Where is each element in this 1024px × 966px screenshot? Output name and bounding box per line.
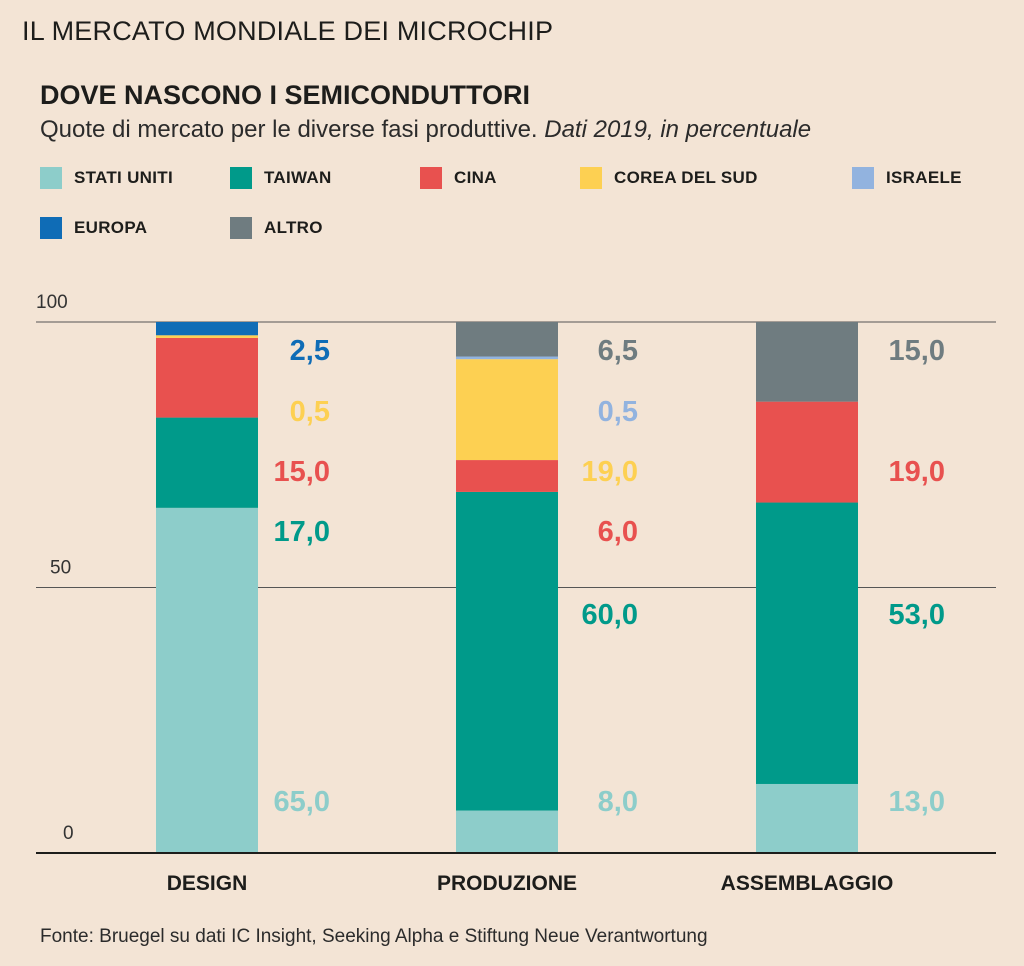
legend-swatch: [230, 217, 252, 239]
legend-swatch: [580, 167, 602, 189]
bar-segment-design-cina: [156, 337, 258, 418]
bar-segment-assemblaggio-taiwan: [756, 502, 858, 784]
legend-label: STATI UNITI: [74, 168, 173, 187]
value-label-design-cina: 15,0: [274, 456, 330, 488]
value-label-design-corea-del-sud: 0,5: [290, 396, 330, 428]
subtitle-text: Quote di mercato per le diverse fasi pro…: [40, 116, 545, 143]
value-label-produzione-taiwan: 60,0: [582, 599, 638, 631]
value-label-produzione-israele: 0,5: [598, 396, 638, 428]
value-label-produzione-corea-del-sud: 19,0: [582, 456, 638, 488]
category-label-assemblaggio: ASSEMBLAGGIO: [721, 872, 894, 895]
subtitle-italic: Dati 2019, in percentuale: [544, 116, 812, 143]
bar-segment-design-europa: [156, 322, 258, 336]
legend-label: CINA: [454, 168, 497, 187]
bar-segment-produzione-corea-del-sud: [456, 359, 558, 461]
legend-item-altro: ALTRO: [230, 217, 323, 239]
bar-segment-produzione-taiwan: [456, 491, 558, 811]
bars: [36, 322, 996, 854]
category-labels: DESIGN PRODUZIONE ASSEMBLAGGIO: [167, 872, 894, 895]
bar-segment-produzione-cina: [456, 460, 558, 492]
value-label-design-taiwan: 17,0: [274, 516, 330, 548]
legend-label: EUROPA: [74, 218, 148, 237]
bar-segment-produzione-altro: [456, 322, 558, 357]
legend-item-cina: CINA: [420, 167, 497, 189]
y-tick-label: 0: [63, 823, 74, 844]
bar-segment-assemblaggio-stati-uniti: [756, 783, 858, 853]
bar-segment-assemblaggio-altro: [756, 322, 858, 402]
value-label-design-europa: 2,5: [290, 335, 330, 367]
legend-item-stati-uniti: STATI UNITI: [40, 167, 173, 189]
legend-swatch: [230, 167, 252, 189]
legend-label: TAIWAN: [264, 168, 332, 187]
value-label-assemblaggio-cina: 19,0: [889, 456, 945, 488]
value-label-produzione-stati-uniti: 8,0: [598, 786, 638, 818]
legend-label: ALTRO: [264, 218, 323, 237]
legend-item-europa: EUROPA: [40, 217, 147, 239]
category-label-produzione: PRODUZIONE: [437, 872, 577, 895]
legend-swatch: [852, 167, 874, 189]
legend-swatch: [40, 217, 62, 239]
legend-item-taiwan: TAIWAN: [230, 167, 332, 189]
value-label-produzione-altro: 6,5: [598, 335, 638, 367]
legend-swatch: [420, 167, 442, 189]
legend-item-corea-del-sud: COREA DEL SUD: [580, 167, 758, 189]
legend-swatch: [40, 167, 62, 189]
value-labels: 65,0 17,0 15,0 0,5 2,5 8,0 60,0 6,0 19,0 0,5 6,5 13…: [274, 335, 945, 818]
legend-label: COREA DEL SUD: [614, 168, 758, 187]
bar-segment-produzione-stati-uniti: [456, 810, 558, 853]
value-label-assemblaggio-stati-uniti: 13,0: [889, 786, 945, 818]
category-label-design: DESIGN: [167, 872, 248, 895]
bar-segment-design-stati-uniti: [156, 507, 258, 853]
bar-segment-design-taiwan: [156, 417, 258, 508]
value-label-design-stati-uniti: 65,0: [274, 786, 330, 818]
bar-segment-design-corea-del-sud: [156, 335, 258, 338]
bar-segment-assemblaggio-cina: [756, 401, 858, 503]
chart-subtitle: Quote di mercato per le diverse fasi pro…: [40, 116, 811, 144]
legend-item-israele: ISRAELE: [852, 167, 962, 189]
chart-title: DOVE NASCONO I SEMICONDUTTORI: [40, 80, 531, 110]
value-label-assemblaggio-altro: 15,0: [889, 335, 945, 367]
value-label-produzione-cina: 6,0: [598, 516, 638, 548]
value-label-assemblaggio-taiwan: 53,0: [889, 599, 945, 631]
y-tick-label: 100: [36, 292, 68, 313]
y-tick-label: 50: [50, 558, 71, 579]
bar-segment-produzione-israele: [456, 356, 558, 360]
legend-label: ISRAELE: [886, 168, 962, 187]
source-note: Fonte: Bruegel su dati IC Insight, Seeki…: [40, 926, 708, 947]
page-title: IL MERCATO MONDIALE DEI MICROCHIP: [22, 16, 554, 46]
